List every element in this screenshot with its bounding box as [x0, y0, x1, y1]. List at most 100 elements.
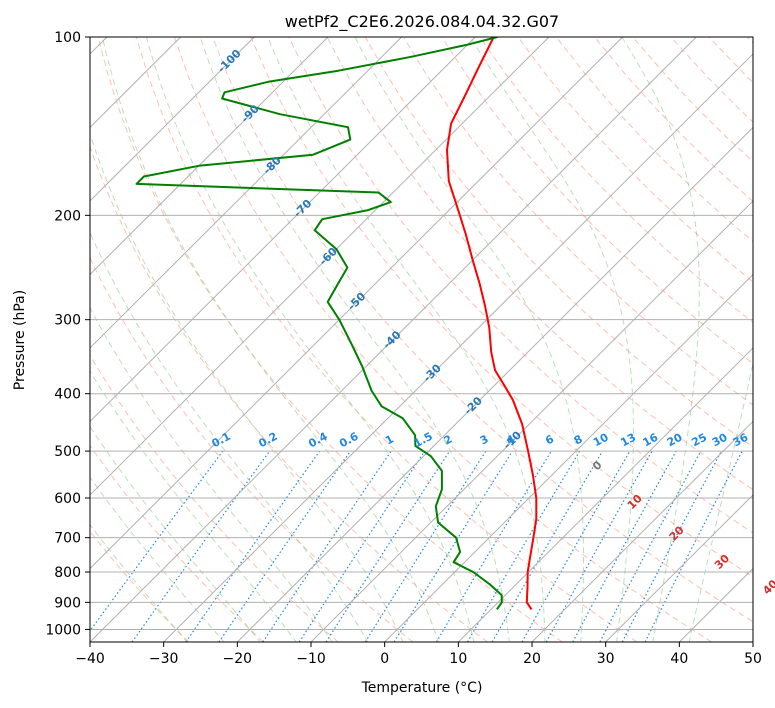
y-tick-label: 800 — [54, 565, 81, 581]
mixing-ratio-label: 30 — [710, 431, 730, 450]
isotherm-line — [236, 126, 753, 642]
mixing-ratio-label: 6 — [543, 432, 556, 447]
mixing-ratio-label: 8 — [572, 432, 585, 447]
dry-adiabat-label: 20 — [667, 523, 687, 543]
plot-frame — [89, 36, 754, 643]
mixing-ratio-line — [599, 450, 702, 642]
mixing-ratio-label: 1.5 — [412, 430, 435, 451]
x-tick-label: 10 — [449, 651, 467, 667]
mixing-ratio-line — [572, 450, 677, 642]
isotherm-line — [90, 37, 402, 349]
dry-adiabat-label: 30 — [712, 552, 732, 572]
dry-adiabat-line — [555, 37, 753, 243]
mixing-ratio-line — [262, 450, 392, 642]
moist-adiabat-line — [90, 231, 369, 642]
x-axis-label: Temperature (°C) — [361, 680, 483, 696]
mixing-ratio-line — [393, 450, 513, 642]
moist-adiabat-line — [199, 37, 510, 642]
y-tick-label: 900 — [54, 595, 81, 611]
dry-adiabat-line — [594, 37, 753, 203]
moist-adiabat-line — [688, 361, 753, 642]
x-tick-label: 40 — [670, 651, 688, 667]
isotherm-line — [163, 53, 753, 642]
dewpoint-line — [135, 37, 503, 610]
isotherm-line — [531, 420, 753, 642]
isotherm-line — [90, 37, 255, 202]
x-tick-label: 30 — [597, 651, 615, 667]
mixing-ratio-line — [325, 450, 451, 642]
mixing-ratio-label: 2 — [442, 432, 455, 447]
mixing-ratio-line — [545, 450, 653, 642]
y-tick-label: 400 — [54, 387, 81, 403]
dry-adiabat-line — [212, 37, 753, 623]
dry-adiabat-line — [173, 37, 712, 642]
mixing-ratio-label: 25 — [689, 431, 709, 450]
mixing-ratio-label: 13 — [618, 431, 638, 450]
moist-adiabat-line — [90, 369, 297, 642]
dry-adiabat-label: 40 — [760, 577, 775, 597]
dry-adiabat-line — [250, 37, 753, 578]
y-tick-label: 1000 — [45, 622, 81, 638]
profile-lines — [135, 37, 538, 610]
dry-adiabat-line — [90, 530, 190, 642]
mixing-ratio-label: 0.1 — [210, 430, 233, 451]
mixing-ratio-label: 3 — [478, 432, 491, 447]
dry-adiabat-line — [288, 37, 753, 534]
dry-adiabat-line — [708, 37, 753, 84]
y-tick-label: 100 — [54, 30, 81, 46]
mixing-ratio-line — [364, 450, 487, 642]
isotherm-line — [90, 37, 623, 570]
isotherm-label: -50 — [345, 290, 368, 313]
dry-adiabat-line — [135, 37, 638, 642]
dry-adiabat-line — [326, 37, 753, 491]
x-tick-label: 50 — [744, 651, 762, 667]
y-axis-label: Pressure (hPa) — [12, 290, 28, 390]
axes: −40 −30 −20 −10 0 10 20 30 40 5010020030040050060… — [45, 30, 762, 667]
x-tick-label: −30 — [149, 651, 179, 667]
moist-adiabat-line — [90, 132, 404, 642]
mixing-ratio-label: 20 — [665, 430, 685, 449]
y-tick-label: 200 — [54, 208, 81, 224]
moist-adiabat-line — [469, 37, 634, 642]
mixing-ratio-label: 0.4 — [306, 430, 330, 451]
isotherm-line — [605, 494, 753, 642]
y-tick-label: 500 — [54, 444, 81, 460]
mixing-ratio-line — [298, 450, 426, 642]
dry-adiabat-line — [670, 37, 753, 123]
isotherm-line — [310, 200, 753, 642]
mixing-ratio-line — [90, 450, 224, 632]
mixing-ratio-line — [521, 450, 631, 642]
dry-adiabat-line — [517, 37, 753, 283]
dry-adiabat-line — [90, 354, 339, 642]
dry-adiabat-line — [90, 256, 414, 642]
isotherm-line — [90, 37, 476, 423]
isotherm-line — [384, 273, 753, 642]
mixing-ratio-line — [644, 450, 743, 642]
dry-adiabat-line — [632, 37, 753, 163]
isotherm-line — [457, 347, 753, 642]
isotherm-line — [752, 641, 753, 642]
dry-adiabat-line — [441, 37, 753, 365]
dry-adiabat-line — [90, 145, 488, 642]
moist-adiabat-line — [621, 37, 700, 642]
moist-adiabat-line — [90, 425, 261, 642]
moist-adiabat-line — [101, 37, 440, 642]
isotherm-line — [678, 567, 753, 642]
y-tick-label: 700 — [54, 531, 81, 547]
dry-adiabat-line — [90, 444, 264, 642]
chart-title: wetPf2_C2E6.2026.084.04.32.G07 — [285, 12, 559, 32]
x-tick-label: −40 — [75, 651, 105, 667]
mixing-ratio-label: 0.6 — [337, 430, 361, 451]
x-tick-label: −20 — [223, 651, 253, 667]
x-tick-label: 0 — [380, 651, 389, 667]
moist-adiabat-line — [145, 37, 475, 642]
x-tick-label: −10 — [296, 651, 326, 667]
isotherm-line — [90, 37, 697, 642]
temperature-line — [446, 37, 538, 610]
mixing-ratio-line — [131, 450, 271, 642]
moist-adiabat-line — [90, 306, 333, 642]
mixing-ratio-label: 0.2 — [256, 430, 279, 451]
mixing-ratio-label: 1 — [383, 432, 396, 447]
moist-adiabat-line — [90, 476, 225, 642]
